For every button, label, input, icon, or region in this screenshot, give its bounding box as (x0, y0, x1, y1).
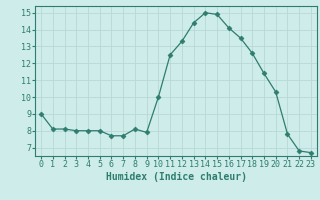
X-axis label: Humidex (Indice chaleur): Humidex (Indice chaleur) (106, 172, 246, 182)
